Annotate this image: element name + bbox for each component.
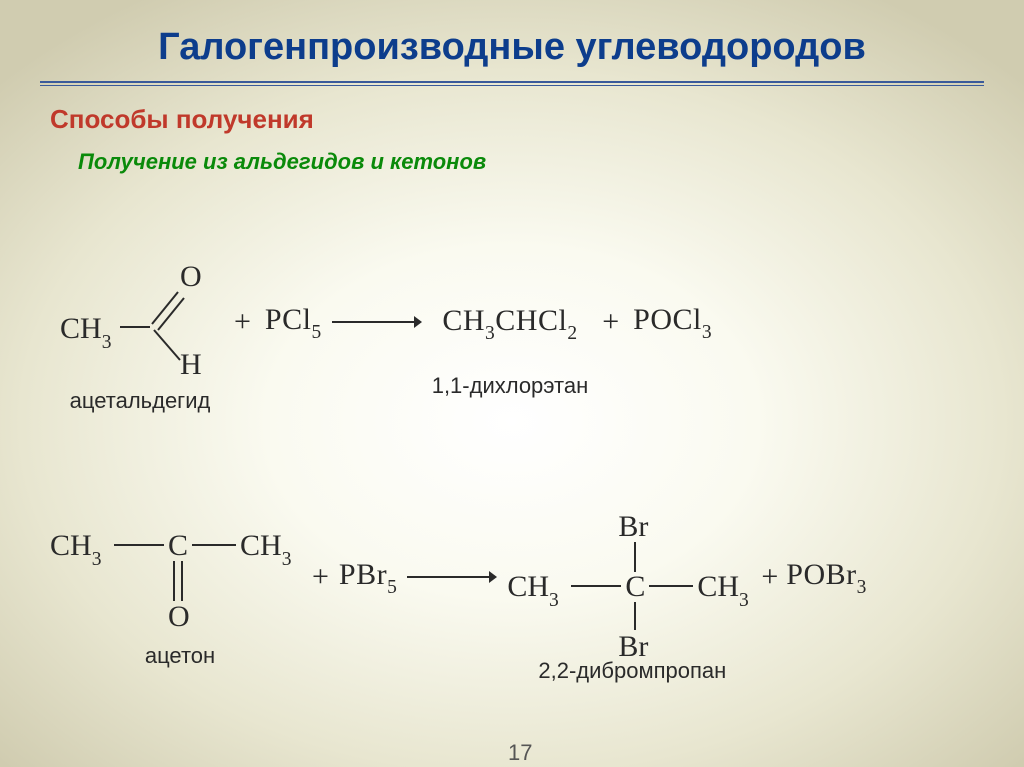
r1-plus1: +: [234, 305, 251, 339]
reaction-1: CH3 O H ацетальдегид + PCl5 CH3CHCl2 1,1…: [60, 260, 712, 414]
r2-pobr3: POBr3: [786, 558, 867, 597]
r2-plus1: +: [312, 560, 329, 594]
r1-product1: CH3CHCl2 1,1-дихлорэтан: [432, 276, 589, 399]
dibromopropane-bonds: [507, 510, 757, 660]
r1-pocl3: POCl3: [633, 303, 712, 342]
page-number: 17: [508, 740, 532, 766]
r2-reactant1: CH3 C CH3 O ацетон: [50, 525, 310, 669]
r1-plus2: +: [602, 305, 619, 339]
r1-pcl5: PCl5: [265, 303, 322, 342]
subtitle: Способы получения: [50, 104, 1024, 135]
r2-reactant2: PBr5: [339, 558, 397, 597]
acetone-structure: CH3 C CH3 O: [50, 525, 310, 635]
r1-dichloroethane: CH3CHCl2: [442, 304, 577, 343]
acetaldehyde-structure: CH3 O H: [60, 260, 220, 380]
dibromopropane-structure: Br CH3 C CH3 Br: [507, 510, 757, 660]
reaction-2: CH3 C CH3 O ацетон + PBr5 Br CH3 C CH3: [50, 510, 867, 684]
r1-reactant2: PCl5: [265, 303, 322, 342]
r1-reactant1-label: ацетальдегид: [70, 388, 211, 414]
r1-product1-label: 1,1-дихлорэтан: [432, 373, 589, 399]
r2-reactant1-label: ацетон: [145, 643, 215, 669]
r2-pbr5: PBr5: [339, 558, 397, 597]
page-title: Галогенпроизводные углеводородов: [0, 0, 1024, 69]
r2-arrow: [407, 568, 497, 586]
r1-reactant1: CH3 O H ацетальдегид: [60, 260, 220, 414]
r1-product2: POCl3: [633, 303, 712, 342]
acetaldehyde-bonds: [60, 260, 220, 380]
subsubtitle: Получение из альдегидов и кетонов: [78, 149, 1024, 175]
r1-arrow: [332, 313, 422, 331]
acetone-bonds: [50, 525, 310, 635]
r2-plus2: +: [761, 560, 778, 594]
title-rule: [40, 81, 984, 86]
r2-product2: POBr3: [786, 558, 867, 597]
r2-product1: Br CH3 C CH3 Br 2,2-дибромпропан: [507, 510, 757, 684]
